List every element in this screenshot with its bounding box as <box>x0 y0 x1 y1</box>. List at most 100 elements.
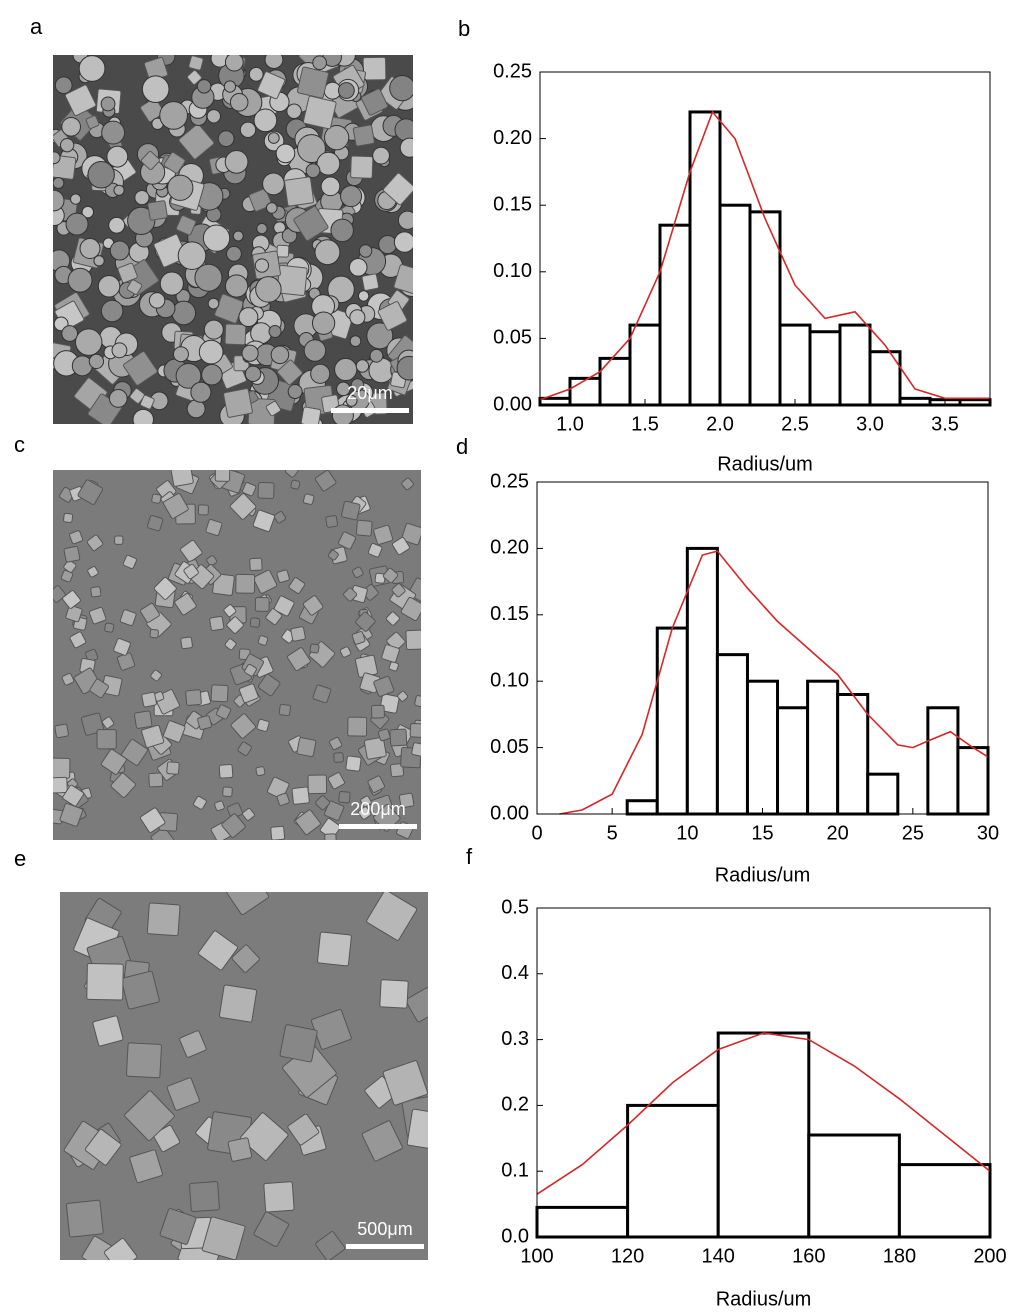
particle <box>389 75 413 102</box>
particle <box>65 212 89 236</box>
particle <box>302 95 337 130</box>
particle <box>362 56 387 81</box>
particle <box>53 776 68 794</box>
particle <box>401 522 421 546</box>
particle <box>327 772 345 790</box>
particle <box>147 200 168 221</box>
particle <box>253 108 278 133</box>
fit-curve <box>536 1032 991 1195</box>
particle <box>108 389 128 408</box>
particle <box>399 137 413 158</box>
fit-curve <box>539 110 990 401</box>
particle <box>278 703 292 717</box>
particle <box>273 511 287 524</box>
particle <box>114 535 124 545</box>
particle <box>291 786 310 805</box>
particle <box>126 279 143 295</box>
particle <box>86 534 104 552</box>
particle <box>248 66 264 82</box>
particle <box>223 892 270 916</box>
particle <box>100 96 116 112</box>
particle <box>162 720 186 743</box>
particle <box>361 273 380 291</box>
particle <box>129 1149 163 1184</box>
particle <box>300 406 322 424</box>
bar <box>716 1031 811 1239</box>
x-tick-label: 200 <box>973 1245 1006 1267</box>
particle <box>360 795 372 808</box>
bar <box>836 692 870 816</box>
particle <box>124 1090 175 1142</box>
particle <box>276 569 290 583</box>
particle <box>357 806 372 820</box>
particle <box>382 567 399 584</box>
x-axis-label: Radius/um <box>717 453 813 475</box>
bar <box>598 356 632 407</box>
particle <box>229 93 249 112</box>
particle <box>250 322 273 345</box>
particle <box>65 604 83 623</box>
particle <box>93 255 105 267</box>
particle <box>140 151 160 170</box>
x-tick-label: 15 <box>751 822 773 844</box>
particle <box>140 97 165 123</box>
x-tick-label: 25 <box>902 822 924 844</box>
particle <box>337 82 355 99</box>
scale-bar-label: 20μm <box>347 383 392 403</box>
particle <box>104 622 115 633</box>
particle <box>287 384 303 400</box>
fit-curve <box>559 550 989 815</box>
particle <box>159 101 188 130</box>
particle <box>150 669 162 682</box>
particle <box>201 363 223 386</box>
particle <box>394 118 413 142</box>
particle <box>338 791 351 804</box>
particle <box>179 1030 207 1058</box>
x-tick-label: 180 <box>883 1245 916 1267</box>
particle <box>59 803 84 827</box>
particle <box>382 172 413 206</box>
particle <box>226 245 242 262</box>
particles <box>63 892 428 1260</box>
particle <box>377 728 391 742</box>
bar <box>655 626 689 816</box>
particle <box>141 724 165 748</box>
particle <box>171 300 197 326</box>
particle <box>385 611 400 626</box>
particle <box>226 616 244 634</box>
particle <box>329 736 343 751</box>
particle <box>348 258 368 277</box>
particle <box>180 636 193 650</box>
x-tick-label: 0 <box>531 822 542 844</box>
particle <box>367 542 383 558</box>
y-tick-label: 0.05 <box>493 327 532 349</box>
particle <box>180 539 203 563</box>
y-tick-label: 0.15 <box>490 603 529 625</box>
particle <box>224 55 244 72</box>
particle <box>190 381 212 403</box>
particle <box>257 481 275 500</box>
particle <box>63 545 81 563</box>
particle <box>325 515 339 528</box>
particle <box>109 240 130 261</box>
particle <box>312 684 332 704</box>
particle <box>397 690 409 702</box>
particle <box>172 346 189 363</box>
particle <box>238 683 259 704</box>
particle <box>123 351 158 386</box>
particle <box>167 174 194 201</box>
x-tick-label: 1.5 <box>631 413 659 435</box>
panel-label: b <box>458 16 470 41</box>
particle <box>345 394 358 407</box>
particle <box>290 479 301 490</box>
particle <box>61 116 81 137</box>
particle <box>139 394 155 410</box>
particle <box>379 693 400 714</box>
particle <box>54 723 69 739</box>
particle <box>198 930 239 971</box>
particle <box>350 155 374 179</box>
particle <box>198 339 224 365</box>
particle <box>203 319 224 340</box>
particle <box>254 596 270 612</box>
particle <box>159 1208 197 1245</box>
